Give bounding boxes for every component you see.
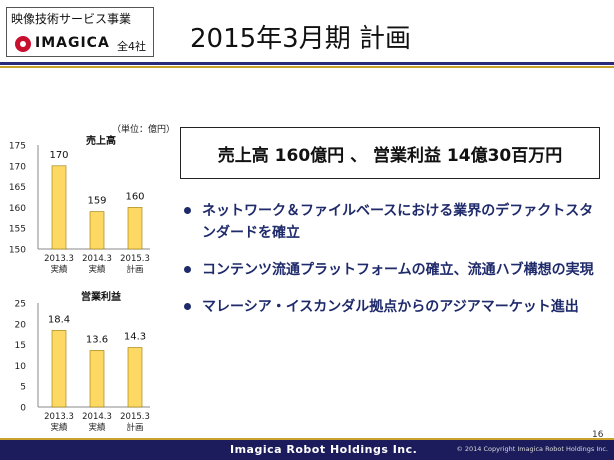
x-tick-label: 2015.3 [120, 254, 150, 264]
header-divider-accent [0, 66, 614, 68]
x-tick-label: 実績 [50, 422, 68, 433]
y-tick-label: 15 [15, 341, 26, 351]
x-tick-label: 2013.3 [44, 412, 74, 422]
x-tick-label: 2015.3 [120, 412, 150, 422]
x-tick-label: 計画 [126, 422, 143, 433]
header-brand-box: 映像技術サービス事業 IMAGICA 全4社 [6, 7, 154, 57]
footer-bar: Imagica Robot Holdings Inc. © 2014 Copyr… [0, 440, 614, 460]
bar [51, 330, 67, 408]
bullet-icon [184, 266, 191, 273]
y-tick-label: 25 [15, 300, 26, 310]
x-tick-label: 計画 [126, 264, 143, 275]
bar [127, 207, 143, 250]
y-tick-label: 10 [15, 362, 27, 372]
segment-label: 映像技術サービス事業 [11, 12, 132, 26]
summary-box: 売上高 160億円 、 営業利益 14億30百万円 [180, 127, 600, 179]
y-tick-label: 160 [9, 204, 26, 214]
x-tick-label: 実績 [88, 264, 106, 275]
x-tick-label: 2014.3 [82, 412, 112, 422]
chart-title: 売上高 [86, 134, 116, 147]
bullet-list: ネットワーク＆ファイルベースにおける業界のデファクトスタンダードを確立 コンテン… [180, 200, 595, 333]
bullet-item: マレーシア・イスカンダル拠点からのアジアマーケット進出 [180, 296, 595, 318]
bar [127, 347, 143, 408]
bullet-text: マレーシア・イスカンダル拠点からのアジアマーケット進出 [202, 299, 579, 315]
summary-text: 売上高 160億円 、 営業利益 14億30百万円 [217, 145, 563, 166]
operating-profit-chart: 営業利益252015105018.42013.3実績13.62014.3実績14… [15, 290, 150, 433]
sales-chart: 売上高1751701651601551501702013.3実績1592014.… [9, 134, 150, 275]
bar [51, 165, 67, 250]
bullet-text: ネットワーク＆ファイルベースにおける業界のデファクトスタンダードを確立 [202, 203, 594, 241]
x-tick-label: 実績 [50, 264, 68, 275]
y-tick-label: 150 [9, 246, 26, 256]
logo-text: IMAGICA [35, 35, 110, 51]
y-tick-label: 5 [20, 383, 26, 393]
logo-mark-icon [15, 36, 31, 52]
page-number: 16 [592, 430, 604, 440]
y-tick-label: 155 [9, 225, 26, 235]
footer-copyright: © 2014 Copyright Imagica Robot Holdings … [456, 445, 608, 453]
y-tick-label: 165 [9, 183, 26, 193]
data-label: 14.3 [124, 332, 146, 343]
bullet-item: ネットワーク＆ファイルベースにおける業界のデファクトスタンダードを確立 [180, 200, 595, 244]
y-tick-label: 170 [9, 162, 26, 172]
y-tick-label: 20 [15, 320, 27, 330]
unit-note: （単位：億円） [112, 125, 176, 135]
x-tick-label: 2014.3 [82, 254, 112, 264]
page-title: 2015年3月期 計画 [190, 24, 411, 54]
footer-accent [0, 438, 614, 440]
data-label: 170 [49, 150, 68, 161]
y-tick-label: 175 [9, 142, 26, 152]
bar [89, 350, 105, 408]
scope-label: 全4社 [117, 40, 146, 53]
chart-title: 営業利益 [81, 290, 121, 303]
bullet-icon [184, 303, 191, 310]
data-label: 18.4 [48, 314, 70, 325]
data-label: 160 [125, 191, 144, 202]
data-label: 159 [87, 196, 106, 207]
x-tick-label: 2013.3 [44, 254, 74, 264]
x-tick-label: 実績 [88, 422, 106, 433]
y-tick-label: 0 [20, 404, 26, 414]
header-divider [0, 62, 614, 65]
bullet-item: コンテンツ流通プラットフォームの確立、流通ハブ構想の実現 [180, 259, 595, 281]
bullet-text: コンテンツ流通プラットフォームの確立、流通ハブ構想の実現 [202, 262, 594, 278]
bar [89, 211, 105, 250]
footer-company: Imagica Robot Holdings Inc. [230, 443, 418, 456]
imagica-logo: IMAGICA [15, 35, 109, 53]
data-label: 13.6 [86, 334, 108, 345]
bullet-icon [184, 207, 191, 214]
